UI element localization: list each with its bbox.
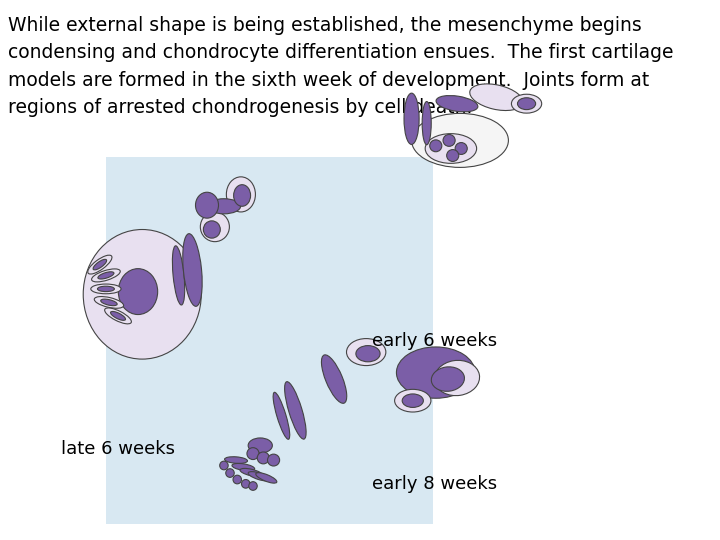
Ellipse shape bbox=[404, 93, 419, 145]
Ellipse shape bbox=[518, 98, 536, 110]
Ellipse shape bbox=[220, 461, 228, 470]
Ellipse shape bbox=[511, 94, 541, 113]
Ellipse shape bbox=[430, 140, 442, 152]
Ellipse shape bbox=[232, 463, 255, 471]
Ellipse shape bbox=[84, 230, 202, 359]
Ellipse shape bbox=[256, 472, 277, 483]
Ellipse shape bbox=[200, 212, 230, 242]
Ellipse shape bbox=[443, 134, 455, 146]
Ellipse shape bbox=[101, 299, 117, 306]
Ellipse shape bbox=[284, 382, 306, 439]
Ellipse shape bbox=[247, 448, 259, 460]
Ellipse shape bbox=[97, 286, 114, 292]
Bar bbox=[106, 157, 433, 524]
Ellipse shape bbox=[402, 394, 423, 407]
Ellipse shape bbox=[248, 438, 272, 453]
Ellipse shape bbox=[207, 199, 240, 214]
Ellipse shape bbox=[233, 185, 251, 206]
Ellipse shape bbox=[397, 347, 475, 399]
Ellipse shape bbox=[356, 346, 380, 362]
Ellipse shape bbox=[395, 389, 431, 412]
Ellipse shape bbox=[248, 471, 270, 481]
Ellipse shape bbox=[426, 133, 477, 163]
Ellipse shape bbox=[436, 96, 478, 112]
Ellipse shape bbox=[412, 113, 508, 167]
Ellipse shape bbox=[118, 268, 158, 314]
Ellipse shape bbox=[233, 475, 241, 484]
Ellipse shape bbox=[268, 454, 279, 466]
Ellipse shape bbox=[196, 192, 218, 218]
Text: While external shape is being established, the mesenchyme begins
condensing and : While external shape is being establishe… bbox=[8, 16, 673, 117]
Ellipse shape bbox=[91, 269, 120, 282]
Ellipse shape bbox=[321, 355, 347, 403]
Ellipse shape bbox=[455, 143, 467, 154]
Ellipse shape bbox=[94, 296, 124, 308]
Ellipse shape bbox=[469, 84, 523, 111]
Ellipse shape bbox=[93, 259, 107, 270]
Text: late 6 weeks: late 6 weeks bbox=[60, 440, 174, 458]
Ellipse shape bbox=[226, 469, 234, 477]
Ellipse shape bbox=[104, 308, 132, 324]
Ellipse shape bbox=[111, 312, 125, 320]
Text: early 6 weeks: early 6 weeks bbox=[372, 332, 498, 350]
Ellipse shape bbox=[273, 392, 289, 440]
Ellipse shape bbox=[226, 177, 256, 212]
Text: early 8 weeks: early 8 weeks bbox=[372, 475, 498, 493]
Ellipse shape bbox=[88, 255, 112, 274]
Ellipse shape bbox=[257, 452, 269, 464]
Ellipse shape bbox=[91, 284, 121, 294]
Ellipse shape bbox=[434, 360, 480, 396]
Ellipse shape bbox=[241, 480, 250, 488]
Ellipse shape bbox=[183, 234, 202, 306]
Ellipse shape bbox=[172, 246, 185, 305]
Ellipse shape bbox=[431, 367, 464, 392]
Ellipse shape bbox=[346, 339, 386, 366]
Ellipse shape bbox=[225, 457, 248, 463]
Ellipse shape bbox=[98, 272, 114, 279]
Ellipse shape bbox=[203, 221, 220, 238]
Ellipse shape bbox=[446, 150, 459, 161]
Ellipse shape bbox=[240, 468, 262, 477]
Ellipse shape bbox=[422, 102, 431, 145]
Ellipse shape bbox=[248, 482, 257, 490]
